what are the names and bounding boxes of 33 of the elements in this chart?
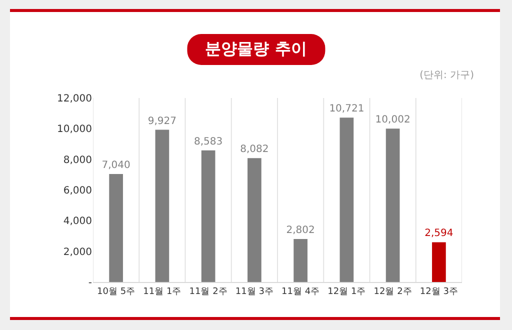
bar xyxy=(201,150,216,282)
bar xyxy=(386,128,400,282)
x-tick-label: 12월 1주 xyxy=(328,286,366,297)
data-label: 7,040 xyxy=(102,160,130,172)
y-tick-label: 6,000 xyxy=(63,186,92,196)
y-tick-label: 10,000 xyxy=(57,124,92,136)
y-tick-label: 4,000 xyxy=(63,216,92,228)
x-tick-label: 12월 2주 xyxy=(374,286,412,297)
data-label: 2,802 xyxy=(286,225,315,236)
y-tick-label: 12,000 xyxy=(57,94,92,104)
y-tick-label: 2,000 xyxy=(63,246,92,258)
x-tick-label: 11월 1주 xyxy=(143,286,182,297)
x-tick-label: 11월 2주 xyxy=(189,286,228,297)
data-label: 10,002 xyxy=(375,114,410,126)
x-tick-label: 10월 5주 xyxy=(97,286,136,297)
y-tick-label: 8,000 xyxy=(63,154,92,166)
x-tick-label: 11월 4주 xyxy=(282,286,320,297)
chart-title: 분양물량 추이 xyxy=(187,34,325,65)
data-label: 2,594 xyxy=(424,228,454,240)
text: (단위: 가구) xyxy=(420,69,474,82)
bar xyxy=(248,158,262,282)
bar xyxy=(155,130,170,282)
bar xyxy=(294,239,308,282)
data-label: 10,721 xyxy=(329,104,364,115)
bar xyxy=(109,174,123,282)
x-tick-label: 12월 3주 xyxy=(420,286,458,297)
data-label: 8,082 xyxy=(240,144,269,156)
bar xyxy=(432,242,446,282)
y-tick-label: - xyxy=(88,278,92,288)
data-label: 8,583 xyxy=(194,136,223,148)
x-tick-label: 11월 3주 xyxy=(235,286,274,297)
bar xyxy=(340,118,354,282)
data-label: 9,927 xyxy=(148,116,177,127)
